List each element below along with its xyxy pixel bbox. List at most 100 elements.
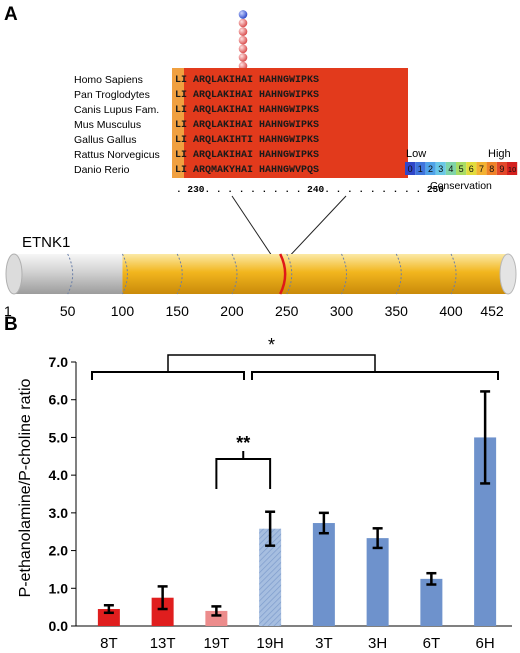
x-tick-label: 13T — [150, 635, 176, 652]
conservation-swatch — [456, 162, 467, 175]
protein-end-cap — [499, 253, 517, 295]
sequence-row: LI ARQLAKIHAI HAHNGWIPKS — [175, 75, 319, 86]
mutation-ball — [238, 44, 248, 54]
conservation-swatch — [486, 162, 497, 175]
x-tick-label: 3H — [368, 635, 387, 652]
protein-tick-label: 50 — [60, 303, 76, 319]
mutation-ball — [238, 53, 248, 62]
alignment-light-column — [172, 68, 184, 178]
bar-3T — [312, 523, 335, 626]
conservation-level: 5 — [459, 164, 464, 174]
conservation-swatch — [445, 162, 456, 175]
conservation-level: 4 — [448, 164, 453, 174]
bracket-group-low — [91, 371, 245, 380]
species-labels: Homo Sapiens Pan Troglodytes Canis Lupus F… — [74, 74, 160, 176]
protein-ticks: 1 50 100 150 200 250 300 350 400 452 — [4, 303, 504, 319]
conservation-level: 0 — [408, 164, 413, 174]
protein-tick-label: 200 — [220, 303, 244, 319]
sequence-alignment: LI ARQLAKIHAI HAHNGWIPKS LI ARQLAKIHAI HA… — [172, 68, 408, 178]
y-tick-label: 7.0 — [49, 354, 69, 370]
protein-name: ETNK1 — [22, 234, 70, 251]
segment-divider — [67, 253, 74, 295]
protein-tick-label: 150 — [166, 303, 190, 319]
species-label: Homo Sapiens — [74, 74, 143, 86]
bar-13T — [151, 597, 174, 626]
position-ruler: . 230. . . . . . . . . 240. . . . . . . … — [176, 184, 444, 195]
species-label: Rattus Norvegicus — [74, 149, 160, 161]
alignment-background — [172, 68, 408, 178]
bracket-inner — [215, 458, 272, 489]
mutation-ball — [238, 35, 248, 45]
segment-divider — [286, 253, 293, 295]
conservation-swatch — [507, 162, 518, 175]
sequence-row: LI ARQLAKIHAI HAHNGWIPKS — [175, 150, 319, 161]
conservation-level: 10 — [508, 165, 516, 174]
conservation-level: 7 — [479, 164, 484, 174]
conservation-swatch — [476, 162, 487, 175]
mutation-lollipop — [238, 10, 248, 72]
sequence-row: LI ARQLAKIHAI HAHNGWIPKS — [175, 105, 319, 116]
conservation-level: 8 — [489, 164, 494, 174]
conservation-swatch — [466, 162, 477, 175]
segment-divider — [231, 253, 238, 295]
segment-divider — [121, 253, 128, 295]
conservation-swatch — [496, 162, 507, 175]
zoom-line-left — [231, 195, 277, 263]
legend-high-label: High — [488, 148, 511, 160]
bar-6H — [474, 437, 497, 626]
y-tick-label: 4.0 — [49, 467, 69, 483]
bar-chart: 0.0 1.0 2.0 3.0 4.0 5.0 6.0 7.0 8T 13T 19T 19H 3T 3H 6… — [49, 335, 512, 652]
species-label: Canis Lupus Fam. — [74, 104, 159, 116]
protein-tick-label: 400 — [439, 303, 463, 319]
protein-tick-label: 350 — [385, 303, 409, 319]
panel-b: B P-ethanolamine/P-choline ratio 0.0 1.0 2… — [4, 314, 512, 652]
y-tick-label: 5.0 — [49, 429, 69, 445]
x-tick-label: 6T — [423, 635, 441, 652]
bar-19H — [259, 528, 282, 626]
significance-inner: ** — [236, 433, 250, 453]
bar-6T — [420, 578, 443, 626]
zoom-line-right — [283, 195, 347, 263]
conservation-legend: Low High Conservation 0 1 2 3 4 5 6 7 8 9 10 — [405, 148, 518, 192]
conservation-swatch — [425, 162, 436, 175]
mutation-marker — [279, 253, 287, 295]
bar-19T — [205, 610, 228, 626]
y-tick-label: 6.0 — [49, 392, 69, 408]
conservation-level: 6 — [469, 164, 474, 174]
sequence-row: LI ARQMAKYHAI HAHNGWVPQS — [175, 165, 319, 176]
x-tick-label: 3T — [315, 635, 333, 652]
species-label: Danio Rerio — [74, 164, 130, 176]
y-tick-label: 3.0 — [49, 505, 69, 521]
protein-tick-label: 1 — [4, 303, 12, 319]
protein-tick-label: 452 — [480, 303, 504, 319]
legend-title: Conservation — [430, 180, 492, 192]
significance-outer: * — [268, 335, 275, 355]
species-label: Pan Troglodytes — [74, 89, 150, 101]
sequence-row: LI ARQLAKIHTI HAHNGWIPKS — [175, 135, 319, 146]
mutation-ball — [238, 27, 248, 36]
x-tick-label: 8T — [100, 635, 118, 652]
conservation-level: 2 — [428, 164, 433, 174]
panel-b-label: B — [4, 314, 18, 335]
protein-tick-label: 250 — [275, 303, 299, 319]
bracket-group-high — [251, 371, 499, 380]
conservation-level: 1 — [418, 164, 423, 174]
conservation-swatch — [405, 162, 416, 175]
mutation-ball — [238, 10, 248, 19]
y-axis-label: P-ethanolamine/P-choline ratio — [17, 379, 34, 598]
sequence-row: LI ARQLAKIHAI HAHNGWIPKS — [175, 120, 319, 131]
mutation-ball — [238, 18, 248, 28]
y-tick-label: 2.0 — [49, 543, 69, 559]
bar-3H — [366, 538, 389, 626]
y-tick-label: 1.0 — [49, 580, 69, 596]
conservation-level: 9 — [499, 164, 504, 174]
y-tick-label: 0.0 — [49, 618, 69, 634]
species-label: Gallus Gallus — [74, 134, 136, 146]
panel-a-label: A — [4, 4, 18, 25]
segment-divider — [341, 253, 348, 295]
x-tick-label: 19H — [256, 635, 284, 652]
bar-8T — [97, 609, 120, 626]
conservation-swatch — [435, 162, 446, 175]
bracket-outer — [167, 354, 376, 372]
